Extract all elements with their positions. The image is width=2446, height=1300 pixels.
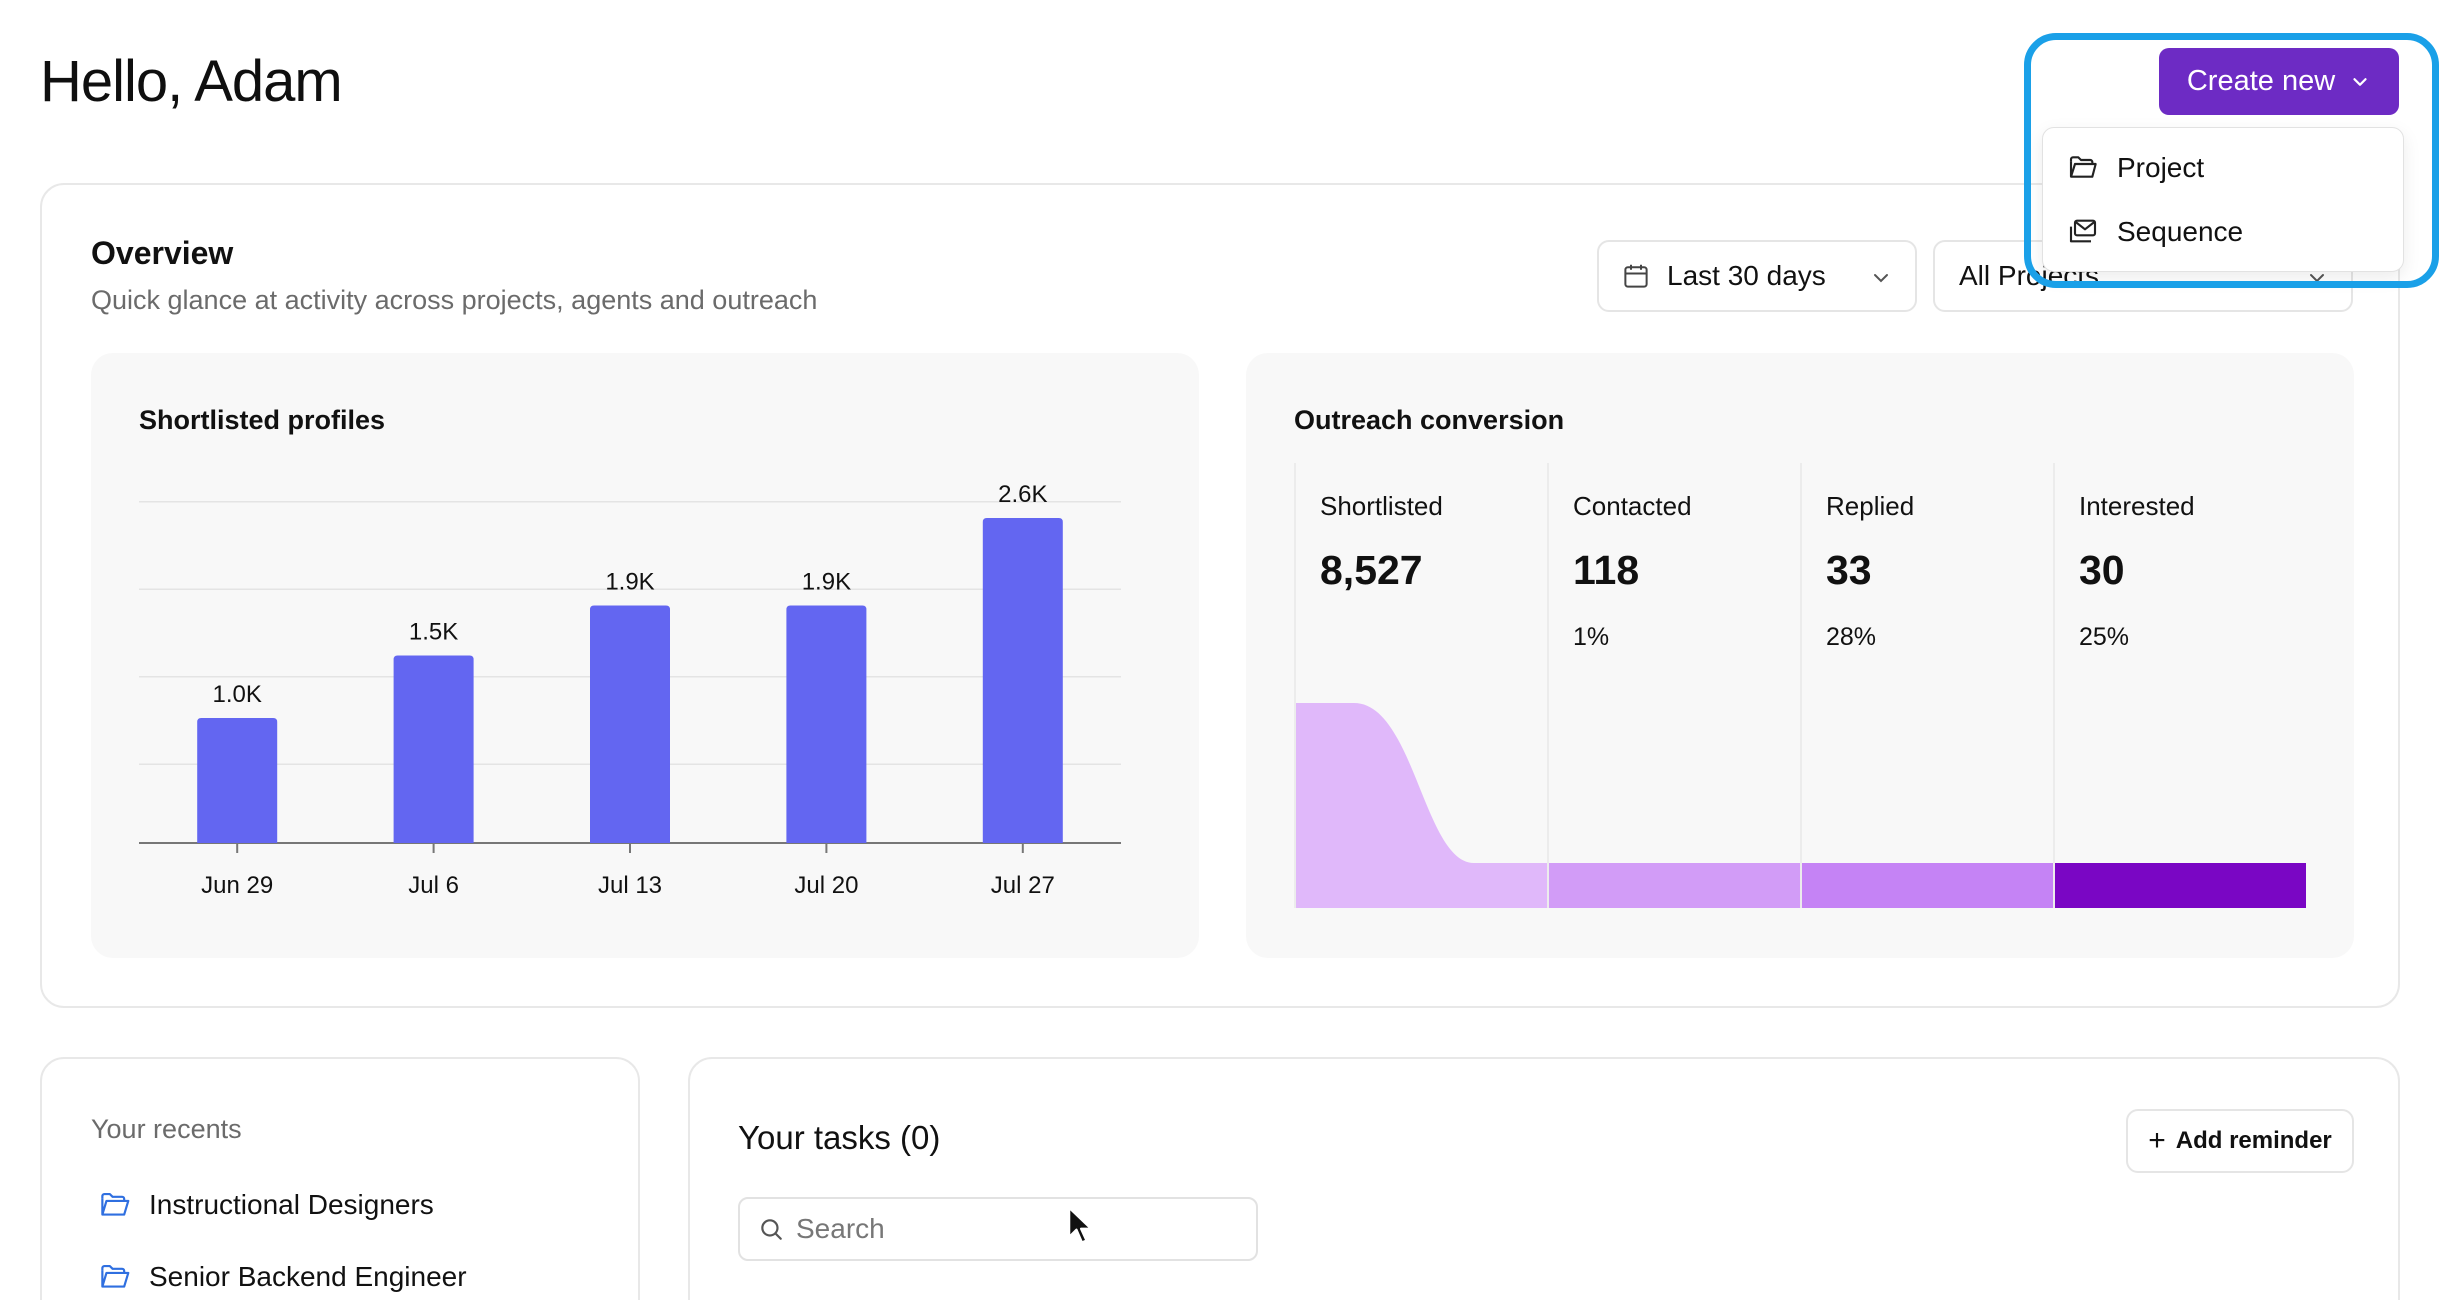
recent-item[interactable]: Senior Backend Engineer [99, 1261, 467, 1293]
overview-subtitle: Quick glance at activity across projects… [91, 285, 818, 315]
folder-open-icon [101, 1193, 130, 1216]
task-search [738, 1197, 1258, 1261]
funnel-stage-replied: Replied 33 28% [1800, 463, 2053, 908]
funnel-shape [1294, 703, 2306, 908]
recent-item-label: Instructional Designers [149, 1189, 434, 1220]
create-new-button[interactable]: Create new [2159, 48, 2399, 115]
recent-item-label: Senior Backend Engineer [149, 1261, 467, 1292]
bar-data-label: 1.0K [213, 681, 262, 708]
add-reminder-label: Add reminder [2175, 1127, 2332, 1154]
shortlisted-bar-chart: 1.0K Jun 29 1.5K Jul 6 1.9K Jul 13 1.9K Jul 20 2… [139, 481, 1121, 899]
date-range-label: Last 30 days [1667, 260, 1826, 291]
stage-value: 33 [1826, 547, 1872, 593]
tasks-card: Your tasks (0) + Add reminder [688, 1057, 2400, 1300]
folder-open-icon [101, 1265, 130, 1288]
recents-title: Your recents [91, 1114, 242, 1144]
funnel-segment-replied [1800, 863, 2053, 908]
stage-value: 8,527 [1320, 547, 1423, 593]
task-search-input[interactable] [796, 1213, 1236, 1245]
greeting-heading: Hello, Adam [40, 49, 343, 114]
chart-bar [590, 605, 670, 843]
funnel-segment-contacted [1547, 863, 1800, 908]
chart-bar [197, 718, 278, 843]
stage-percent: 28% [1826, 623, 1877, 651]
funnel-segment-shortlisted [1294, 703, 1547, 908]
bar-data-label: 1.9K [802, 569, 851, 596]
calendar-icon [1624, 264, 1648, 288]
bar-data-label: 1.5K [409, 619, 458, 646]
tasks-title: Your tasks (0) [738, 1119, 941, 1156]
stage-value: 118 [1573, 547, 1640, 593]
x-tick-label: Jul 27 [991, 872, 1055, 899]
x-tick-label: Jul 6 [408, 872, 459, 899]
x-tick-label: Jun 29 [201, 872, 273, 899]
menu-item-project-label: Project [2117, 152, 2205, 183]
outreach-conversion-title: Outreach conversion [1294, 405, 1565, 435]
funnel-segment-interested [2053, 863, 2306, 908]
stage-value: 30 [2079, 547, 2125, 593]
stage-label: Interested [2079, 491, 2195, 521]
chart-bar [393, 655, 474, 843]
mail-stack-icon [2069, 219, 2097, 243]
menu-item-sequence-label: Sequence [2117, 216, 2244, 247]
outreach-funnel: Shortlisted 8,527 Contacted 118 1% Repli… [1294, 463, 2306, 908]
stage-label: Replied [1826, 491, 1915, 521]
bar-data-label: 1.9K [605, 569, 654, 596]
search-icon [761, 1219, 782, 1240]
stage-percent: 1% [1573, 623, 1610, 651]
recents-card: Your recents Instructional Designers Sen… [40, 1057, 640, 1300]
funnel-stage-contacted: Contacted 118 1% [1547, 463, 1800, 908]
add-reminder-button[interactable]: + Add reminder [2126, 1109, 2354, 1173]
menu-item-sequence[interactable]: Sequence [2043, 200, 2403, 264]
date-range-filter[interactable]: Last 30 days [1597, 240, 1917, 312]
funnel-stage-interested: Interested 30 25% [2053, 463, 2306, 908]
stage-percent: 25% [2079, 623, 2130, 651]
overview-title: Overview [91, 235, 234, 271]
x-tick-label: Jul 20 [794, 872, 858, 899]
stage-label: Contacted [1573, 491, 1692, 521]
x-tick-label: Jul 13 [598, 872, 662, 899]
bar-data-label: 2.6K [998, 481, 1047, 508]
overview-card: Overview Quick glance at activity across… [40, 183, 2400, 1008]
chart-bar [786, 605, 867, 843]
chart-bar [982, 518, 1063, 843]
plus-icon: + [2148, 1124, 2166, 1157]
outreach-conversion-panel: Outreach conversion Shortlisted 8,527 Co… [1246, 353, 2354, 958]
mouse-cursor-icon [1068, 1206, 1093, 1244]
create-new-menu: Project Sequence [2042, 127, 2404, 272]
chevron-down-icon [2353, 77, 2367, 86]
shortlisted-profiles-title: Shortlisted profiles [139, 405, 386, 435]
shortlisted-profiles-panel: Shortlisted profiles 1.0K Jun 29 1.5K Jul 6… [91, 353, 1199, 958]
recent-item[interactable]: Instructional Designers [99, 1189, 434, 1221]
chevron-down-icon [1874, 274, 1888, 283]
create-new-label: Create new [2186, 65, 2336, 97]
menu-item-project[interactable]: Project [2043, 136, 2403, 200]
folder-open-icon [2069, 156, 2097, 178]
funnel-stage-shortlisted: Shortlisted 8,527 [1294, 463, 1547, 908]
stage-label: Shortlisted [1320, 491, 1443, 521]
